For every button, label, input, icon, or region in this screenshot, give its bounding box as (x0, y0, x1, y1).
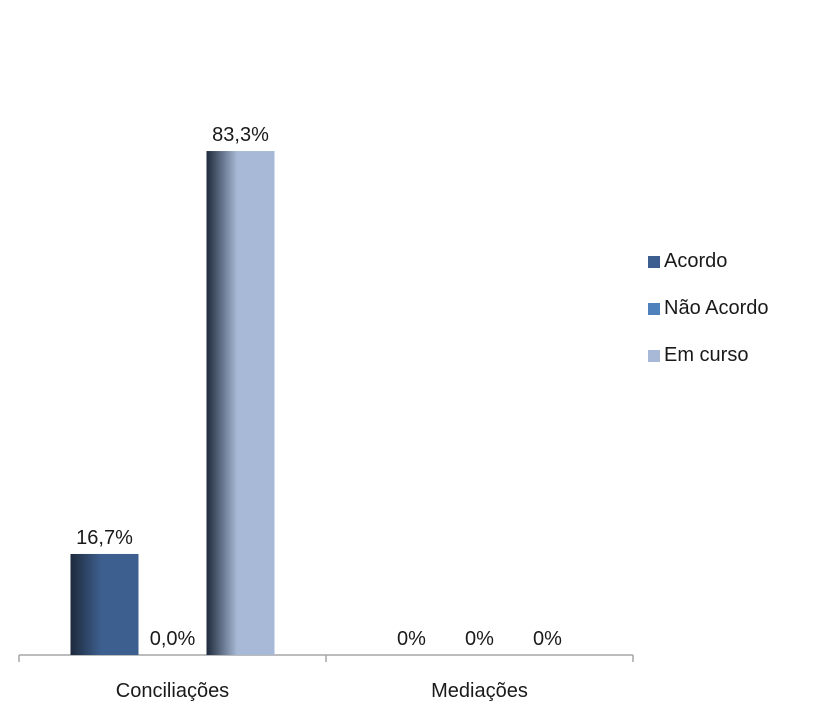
category-labels-group: Conciliações Mediações (116, 680, 528, 702)
legend-label-acordo: Acordo (664, 250, 728, 272)
legend-label-em-curso: Em curso (664, 344, 749, 366)
bar-em-curso-conciliacoes (206, 151, 275, 655)
legend-swatch-acordo (648, 255, 660, 268)
bar-acordo-conciliacoes (70, 553, 139, 655)
category-label-conciliacoes: Conciliações (116, 680, 229, 702)
legend-swatch-nao-acordo (648, 302, 660, 315)
data-label-nao-acordo-mediacoes: 0% (465, 628, 494, 650)
legend: Acordo Não Acordo Em curso (648, 250, 769, 391)
legend-item-em-curso: Em curso (648, 344, 769, 367)
legend-item-acordo: Acordo (648, 250, 769, 273)
data-label-acordo-mediacoes: 0% (397, 628, 426, 650)
x-axis (18, 654, 634, 662)
data-labels-group: 16,7% 0,0% 83,3% 0% 0% 0% (76, 124, 562, 650)
data-label-nao-acordo-conciliacoes: 0,0% (150, 628, 196, 650)
category-label-mediacoes: Mediações (431, 680, 528, 702)
legend-label-nao-acordo: Não Acordo (664, 297, 769, 319)
data-label-acordo-conciliacoes: 16,7% (76, 527, 133, 549)
data-label-em-curso-mediacoes: 0% (533, 628, 562, 650)
legend-swatch-em-curso (648, 349, 660, 362)
legend-item-nao-acordo: Não Acordo (648, 297, 769, 320)
data-label-em-curso-conciliacoes: 83,3% (212, 124, 269, 146)
bars-group (70, 151, 275, 655)
